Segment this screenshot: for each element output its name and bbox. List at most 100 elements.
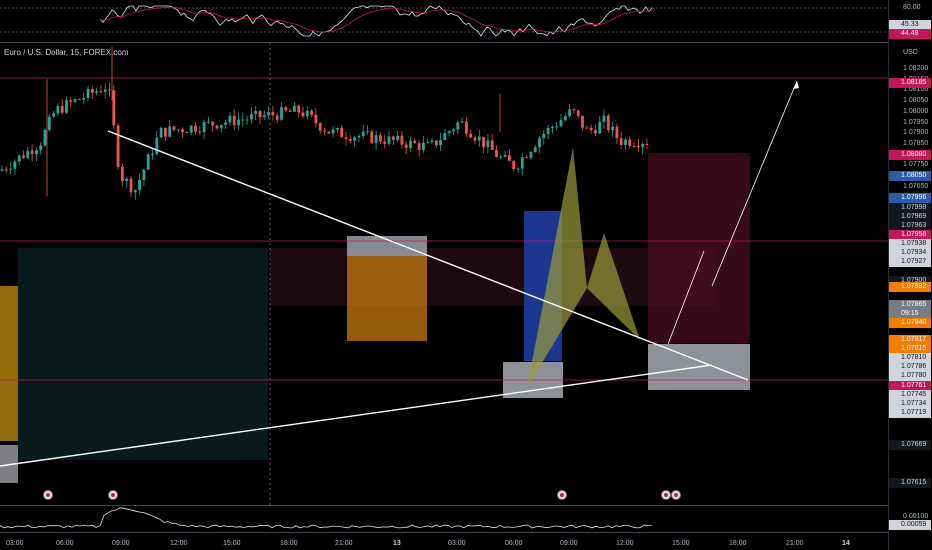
rsi-axis-top: 80.00: [903, 4, 921, 11]
candle-body: [546, 127, 550, 134]
flag-4[interactable]: [661, 490, 671, 500]
candle-body: [581, 115, 584, 128]
flag-2[interactable]: [108, 490, 118, 500]
candle-body: [426, 142, 430, 144]
time-tick: 13: [393, 540, 401, 547]
orange-zone-left: [0, 286, 18, 441]
candle-body: [138, 179, 141, 191]
pane-separator-3[interactable]: [0, 532, 932, 533]
candle-body: [280, 107, 283, 120]
candle-body: [490, 140, 494, 150]
price-chart: [0, 43, 888, 505]
indicator-pane[interactable]: [0, 506, 888, 532]
grey-zone-left: [0, 445, 18, 483]
pane-separator[interactable]: [0, 42, 932, 43]
candle-body: [314, 114, 318, 124]
flag-3[interactable]: [557, 490, 567, 500]
candle-body: [456, 122, 460, 130]
candle-body: [477, 136, 481, 141]
candle-body: [99, 91, 103, 93]
price-tag: 1.07840: [889, 318, 931, 328]
candle-body: [344, 137, 348, 140]
candle-body: [551, 126, 554, 128]
rsi-value-a: 45.33: [889, 20, 931, 30]
flag-1[interactable]: [43, 490, 53, 500]
time-tick: 14: [842, 540, 850, 547]
candle-body: [589, 127, 593, 131]
rsi-line: [99, 5, 653, 37]
candle-body: [65, 100, 68, 113]
candle-body: [108, 89, 111, 91]
price-tag: 1.07615: [889, 478, 931, 488]
rsi-pane[interactable]: [0, 0, 888, 42]
candle-body: [443, 132, 447, 141]
candle-body: [353, 137, 356, 141]
flag-5[interactable]: [671, 490, 681, 500]
candle-body: [297, 105, 301, 113]
time-tick: 12:00: [170, 540, 188, 547]
candle-body: [348, 139, 352, 141]
candle-body: [211, 121, 215, 126]
price-tag: 1.07963: [889, 221, 931, 231]
candle-body: [168, 126, 172, 137]
candle-body: [533, 147, 537, 152]
pane-separator-2[interactable]: [0, 505, 932, 506]
time-tick: 09:00: [112, 540, 130, 547]
candle-body: [409, 140, 412, 148]
symbol-title: Euro / U.S. Dollar, 15, FOREX.com: [4, 48, 129, 57]
candle-body: [615, 126, 619, 139]
candle-body: [155, 137, 159, 154]
candle-body: [284, 107, 288, 111]
indicator-axis-b: 0.00059: [889, 520, 931, 530]
candle-body: [460, 121, 464, 123]
candle-body: [172, 126, 176, 131]
candle-body: [52, 113, 55, 117]
candle-body: [73, 99, 77, 102]
time-tick: 21:00: [786, 540, 804, 547]
candle-body: [86, 88, 90, 99]
price-tag: 1.07817: [889, 335, 931, 345]
price-tag: 1.07780: [889, 371, 931, 381]
candle-body: [452, 129, 455, 132]
consolidation-zone: [18, 248, 268, 460]
projection-arrow-1: [667, 250, 705, 345]
candle-body: [275, 115, 279, 120]
candle-body: [301, 112, 305, 117]
candle-body: [185, 132, 189, 134]
candle-body: [181, 129, 184, 133]
price-tag: 1.08185: [889, 78, 931, 88]
time-axis[interactable]: [0, 533, 888, 550]
candle-body: [202, 122, 206, 133]
candle-body: [133, 190, 137, 193]
candle-body: [327, 131, 331, 134]
candle-body: [224, 122, 227, 125]
candle-body: [538, 138, 541, 148]
candle-body: [90, 88, 94, 93]
price-tag: 1.08050: [889, 171, 931, 181]
candle-body: [189, 125, 193, 133]
price-tag: 1.07761: [889, 381, 931, 391]
time-tick: 06:00: [56, 540, 74, 547]
main-chart-pane[interactable]: Euro / U.S. Dollar, 15, FOREX.com: [0, 43, 888, 505]
candle-body: [542, 133, 546, 139]
candle-body: [159, 127, 163, 138]
time-tick: 18:00: [280, 540, 298, 547]
candle-body: [383, 141, 387, 144]
candle-body: [447, 131, 451, 133]
candle-body: [258, 110, 262, 118]
indicator-line: [0, 507, 653, 529]
candle-body: [641, 143, 645, 148]
candle-body: [357, 136, 361, 138]
price-tick: 1.07950: [903, 118, 929, 126]
candle-body: [318, 123, 322, 131]
candle-body: [473, 137, 477, 141]
time-tick: 15:00: [223, 540, 241, 547]
candle-body: [370, 131, 374, 143]
candle-body: [60, 105, 64, 113]
candle-body: [194, 125, 197, 132]
candle-body: [9, 168, 12, 170]
price-axis[interactable]: [888, 0, 932, 550]
candle-body: [624, 139, 627, 145]
candle-body: [576, 110, 580, 116]
candle-body: [336, 128, 339, 130]
